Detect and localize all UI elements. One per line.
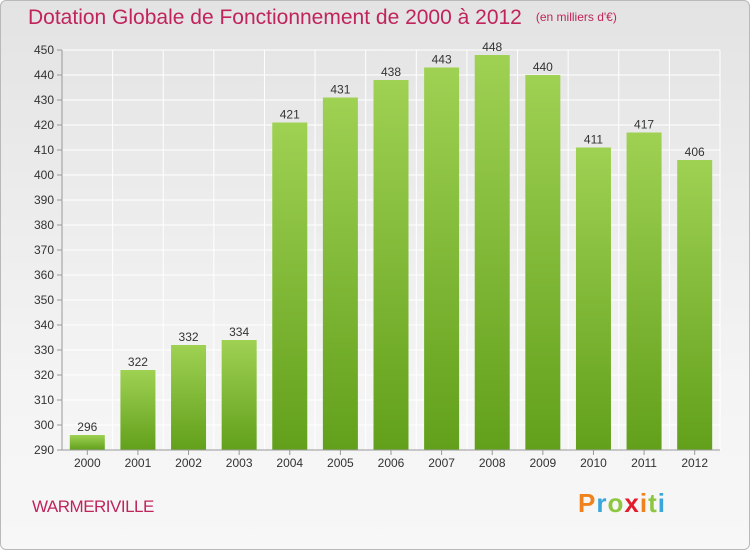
y-tick-label: 400 [34,168,54,182]
logo-letter: o [607,488,625,518]
bar-value-label: 411 [584,133,603,147]
y-tick-label: 300 [34,418,54,432]
logo-letter: r [596,488,608,518]
bar-layer: 296 322 332 334 421 431 438 443 448 440 411 417 406 [69,40,713,450]
y-tick-label: 390 [34,193,54,207]
x-tick-label: 2008 [479,456,506,470]
bar-2012 [677,160,713,450]
bar-value-label: 440 [533,60,553,74]
logo-letter: i [639,488,649,518]
bar-value-label: 322 [128,355,148,369]
bar-2009 [525,75,561,450]
x-tick-label: 2004 [276,456,303,470]
y-tick-label: 430 [34,93,54,107]
y-tick-label: 360 [34,268,54,282]
y-tick-label: 340 [34,318,54,332]
y-tick-label: 440 [34,68,54,82]
y-tick-label: 310 [34,393,54,407]
bar-2002 [171,345,207,450]
bar-2006 [373,80,409,450]
bar-value-label: 406 [685,145,705,159]
logo-letter: P [578,488,597,518]
x-tick-label: 2006 [378,456,405,470]
unit-label: (en milliers d'€) [535,10,617,24]
y-tick-label: 450 [34,43,54,57]
bar-2004 [272,122,308,450]
bar-value-label: 438 [381,65,401,79]
axis-layer: 290 300 310 320 330 340 350 360 370 380 390 400 410 4… [34,43,720,470]
x-tick-label: 2000 [74,456,101,470]
bar-value-label: 332 [179,330,199,344]
chart-title: Dotation Globale de Fonctionnement de 20… [28,6,617,30]
bar-value-label: 417 [634,118,654,132]
bar-2011 [626,132,662,450]
bar-value-label: 448 [482,40,502,54]
bar-2005 [322,97,358,450]
bar-2010 [575,147,611,450]
logo-letter: t [648,488,658,518]
logo-letter: i [657,488,666,518]
title-text: Dotation Globale de Fonctionnement de 20… [28,6,522,29]
bar-value-label: 421 [280,108,300,122]
x-tick-label: 2005 [327,456,354,470]
logo-letter: x [624,488,640,518]
x-tick-label: 2009 [529,456,556,470]
y-tick-label: 330 [34,343,54,357]
bar-value-label: 334 [229,325,249,339]
x-tick-label: 2002 [175,456,202,470]
y-tick-label: 290 [34,443,54,457]
x-tick-label: 2003 [226,456,253,470]
bar-value-label: 431 [330,83,350,97]
y-tick-label: 410 [34,143,54,157]
y-tick-label: 320 [34,368,54,382]
bar-2007 [424,67,460,450]
bar-2000 [69,435,105,450]
commune-name: WARMERIVILLE [32,497,154,516]
bar-2001 [120,370,156,450]
bar-2008 [474,55,510,450]
y-tick-label: 420 [34,118,54,132]
bar-2003 [221,340,257,450]
x-tick-label: 2007 [428,456,455,470]
y-tick-label: 380 [34,218,54,232]
bar-value-label: 443 [432,53,452,67]
y-tick-label: 370 [34,243,54,257]
x-tick-label: 2010 [580,456,607,470]
y-tick-label: 350 [34,293,54,307]
x-tick-label: 2001 [125,456,152,470]
bar-value-label: 296 [77,420,97,434]
x-tick-label: 2011 [631,456,657,470]
x-tick-label: 2012 [681,456,708,470]
proxiti-logo: Proxiti [578,488,666,519]
